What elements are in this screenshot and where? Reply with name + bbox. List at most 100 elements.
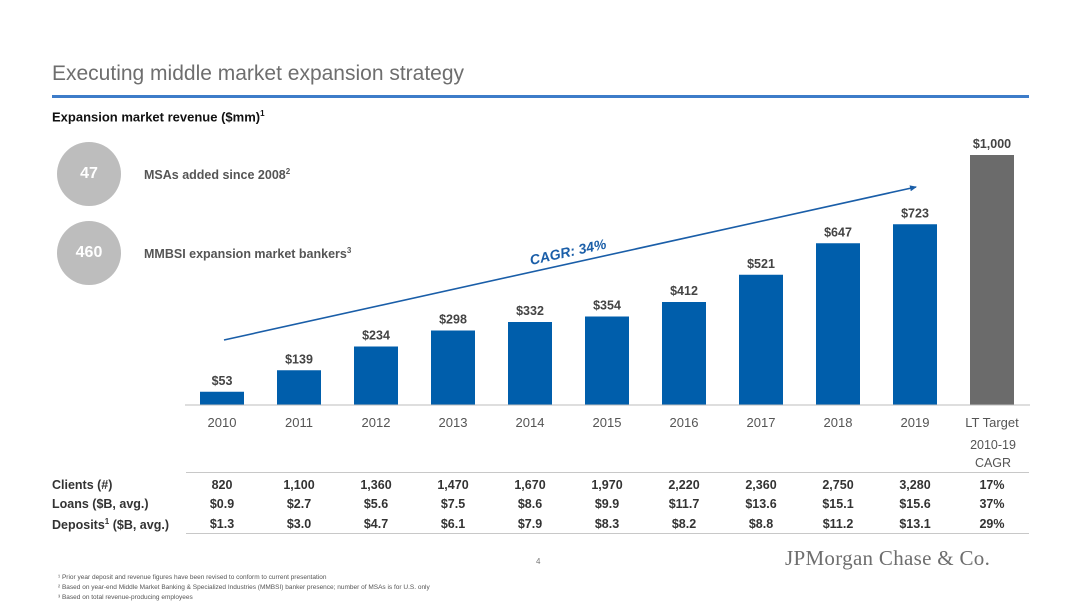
kpi-circle-bankers: 460: [57, 221, 121, 285]
data-label: $53: [212, 374, 233, 388]
table-cell: $7.9: [517, 517, 543, 531]
table-cell: $8.8: [748, 517, 774, 531]
table-cell: $4.7: [363, 517, 389, 531]
kpi-label-bankers-text: MMBSI expansion market bankers: [144, 247, 347, 262]
table-cell: 2,750: [822, 478, 854, 492]
kpi-label-msas-text: MSAs added since 2008: [144, 168, 286, 183]
kpi-label-bankers: MMBSI expansion market bankers3: [144, 246, 351, 261]
table-cell: 1,970: [591, 478, 623, 492]
bar-2019: [893, 224, 937, 405]
kpi-label-bankers-sup: 3: [346, 246, 352, 255]
data-label: $354: [593, 299, 621, 313]
table-cell: $7.5: [440, 497, 466, 511]
bar-2015: [585, 316, 629, 405]
footnote-1: ¹ Prior year deposit and revenue figures…: [58, 574, 327, 581]
table-cell: $6.1: [440, 517, 466, 531]
data-label: $412: [670, 284, 698, 298]
row-label: Deposits1 ($B, avg.): [52, 517, 169, 532]
revenue-bar-chart: CAGR: 34% $53 2010 $139 2011 $234 2012 $298 201…: [185, 137, 1030, 430]
x-tick-label: 2012: [362, 415, 391, 430]
row-label: Loans ($B, avg.): [52, 497, 149, 511]
x-tick-label: 2014: [516, 415, 545, 430]
bar-2018: [816, 243, 860, 405]
page-title: Executing middle market expansion strate…: [52, 62, 465, 85]
x-tick-label: 2016: [670, 415, 699, 430]
kpi-label-msas-sup: 2: [285, 167, 291, 176]
bar-2010: [200, 391, 244, 405]
title-divider: [52, 95, 1029, 98]
bar-2016: [662, 302, 706, 405]
x-tick-label: 2011: [285, 415, 313, 430]
cagr-trend-arrow: [223, 185, 917, 341]
x-tick-label: 2019: [901, 415, 930, 430]
table-cell: 2,360: [745, 478, 777, 492]
table-cell: $13.6: [745, 497, 777, 511]
table-cell: 820: [211, 478, 233, 492]
subtitle-footnote-mark: 1: [260, 109, 265, 118]
bar-2017: [739, 274, 783, 405]
cagr-cell: 17%: [979, 478, 1005, 492]
bar-2013: [431, 330, 475, 405]
table-cell: 1,100: [283, 478, 315, 492]
cagr-header: 2010-19 CAGR: [955, 436, 1031, 472]
bar-2011: [277, 370, 321, 405]
x-tick-label: 2015: [593, 415, 622, 430]
cagr-header-line2: CAGR: [974, 456, 1012, 470]
row-label-text: Clients (#): [52, 478, 113, 492]
row-label: Clients (#): [52, 478, 112, 492]
table-cell: $3.0: [286, 517, 312, 531]
table-bottom-rule: [186, 533, 1029, 534]
table-cell: $13.1: [899, 517, 931, 531]
cagr-cell: 29%: [979, 517, 1005, 531]
table-cell: 1,360: [360, 478, 392, 492]
footnote-2: ² Based on year-end Middle Market Bankin…: [58, 584, 430, 591]
table-cell: $8.6: [517, 497, 543, 511]
data-label: $521: [747, 257, 775, 271]
x-tick-label: 2010: [208, 415, 237, 430]
row-label-text: Deposits: [52, 518, 105, 533]
footnote-3: ³ Based on total revenue-producing emplo…: [58, 594, 193, 601]
table-cell: $11.7: [668, 497, 700, 511]
table-cell: 2,220: [668, 478, 700, 492]
x-tick-label: 2013: [439, 415, 468, 430]
table-cell: $5.6: [363, 497, 389, 511]
table-cell: $8.2: [671, 517, 697, 531]
cagr-header-line1: 2010-19: [970, 438, 1016, 452]
table-cell: $1.3: [209, 517, 235, 531]
row-label-footnote-mark: 1: [104, 517, 110, 526]
table-cell: $0.9: [209, 497, 235, 511]
table-cell: $2.7: [286, 497, 312, 511]
x-tick-label: 2018: [824, 415, 853, 430]
kpi-circle-msas: 47: [57, 142, 121, 206]
row-label-text: Loans ($B, avg.): [52, 497, 149, 511]
table-cell: $15.6: [899, 497, 931, 511]
cagr-cell: 37%: [979, 497, 1005, 511]
table-cell: $8.3: [594, 517, 620, 531]
subtitle-text: Expansion market revenue ($mm): [52, 109, 261, 125]
data-label: $139: [285, 352, 313, 366]
x-tick-label: 2017: [747, 415, 776, 430]
chart-subtitle: Expansion market revenue ($mm)1: [52, 109, 265, 124]
data-label: $1,000: [973, 137, 1011, 151]
row-label-rest: ($B, avg.): [109, 518, 169, 533]
table-top-rule: [186, 472, 1029, 473]
kpi-label-msas: MSAs added since 20082: [144, 167, 290, 182]
data-label: $234: [362, 329, 390, 343]
table-cell: $9.9: [594, 497, 620, 511]
bar-lt-target: [970, 155, 1014, 405]
cagr-annotation: CAGR: 34%: [528, 235, 608, 267]
table-cell: 1,670: [514, 478, 546, 492]
table-cell: 1,470: [437, 478, 469, 492]
bar-2012: [354, 346, 398, 405]
company-logo: JPMorgan Chase & Co.: [785, 546, 991, 570]
data-label: $298: [439, 313, 467, 327]
page-number: 4: [536, 557, 541, 566]
data-label: $332: [516, 304, 544, 318]
data-label: $723: [901, 206, 929, 220]
footnotes: ¹ Prior year deposit and revenue figures…: [58, 573, 430, 603]
x-tick-label: LT Target: [965, 415, 1019, 430]
table-cell: $15.1: [822, 497, 854, 511]
table-cell: $11.2: [822, 517, 854, 531]
data-label: $647: [824, 225, 852, 239]
table-cell: 3,280: [899, 478, 931, 492]
